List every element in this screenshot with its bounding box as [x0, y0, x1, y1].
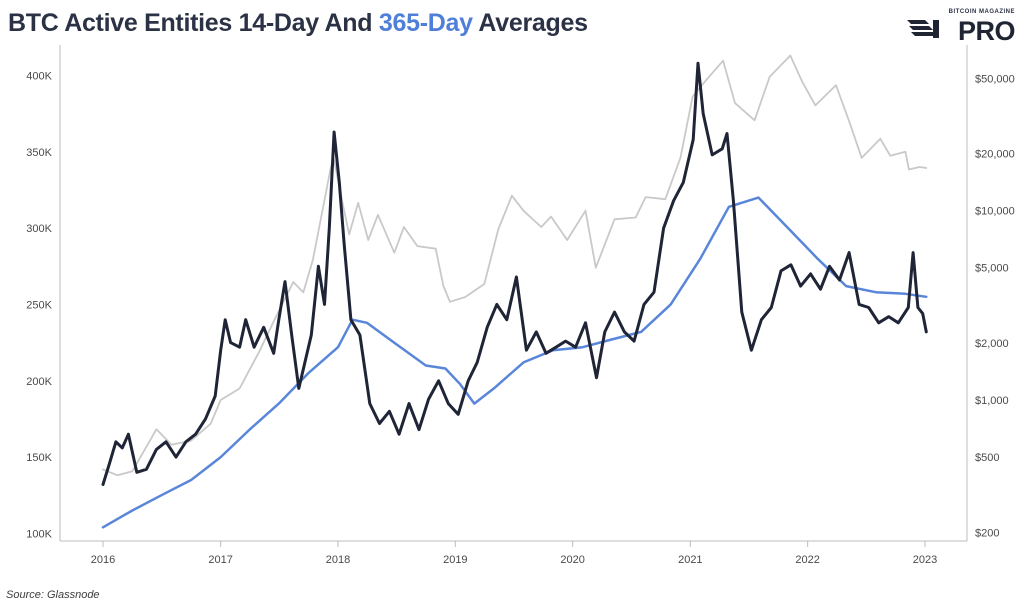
x-tick-label: 2022: [795, 554, 819, 566]
series-line-14day: [101, 61, 928, 486]
y-right-tick-label: $5,000: [975, 263, 1009, 275]
x-tick-label: 2017: [208, 554, 232, 566]
y-left-tick-label: 400K: [26, 71, 52, 83]
chart-tick-labels: 2016 2017 2018 2019 2020 2021 2022 2023 100K 150K…: [26, 71, 1014, 566]
y-left-tick-label: 300K: [26, 223, 52, 235]
logo-pro-text: PRO: [957, 16, 1016, 46]
source-note: Source: Glassnode: [6, 589, 100, 601]
line-chart: 2016 2017 2018 2019 2020 2021 2022 2023 100K 150K…: [26, 45, 1015, 566]
y-right-tick-label: $2,000: [975, 338, 1009, 350]
y-right-tick-label: $1,000: [975, 395, 1009, 407]
x-tick-label: 2018: [326, 554, 350, 566]
y-left-tick-label: 250K: [26, 299, 52, 311]
y-left-tick-label: 100K: [26, 528, 52, 540]
y-right-tick-label: $10,000: [975, 206, 1015, 218]
title-part3: Averages: [478, 9, 588, 37]
series-line-btc-price: [102, 54, 928, 477]
x-tick-label: 2021: [678, 554, 702, 566]
title-highlight: 365-Day: [378, 9, 473, 37]
series-line-365day: [101, 196, 928, 529]
y-right-tick-label: $500: [975, 452, 999, 464]
y-left-tick-label: 150K: [26, 452, 52, 464]
x-tick-label: 2020: [560, 554, 584, 566]
chart-axes: [59, 45, 968, 547]
x-tick-label: 2019: [443, 554, 467, 566]
title-part1: BTC Active Entities 14-Day And: [8, 9, 373, 37]
logo-small-text: BITCOIN MAGAZINE: [948, 9, 1015, 15]
y-left-tick-label: 200K: [26, 376, 52, 388]
brand-logo: BITCOIN MAGAZINE PRO: [907, 6, 1019, 46]
x-tick-label: 2016: [91, 554, 115, 566]
chart-series: [101, 54, 928, 529]
stripes-logo-icon: [907, 20, 939, 38]
y-right-tick-label: $20,000: [975, 149, 1015, 161]
y-right-tick-label: $200: [975, 527, 999, 539]
y-right-tick-label: $50,000: [975, 73, 1015, 85]
chart-title: BTC Active Entities 14-Day And 365-Day A…: [8, 9, 588, 38]
y-left-tick-label: 350K: [26, 147, 52, 159]
x-tick-label: 2023: [913, 554, 937, 566]
